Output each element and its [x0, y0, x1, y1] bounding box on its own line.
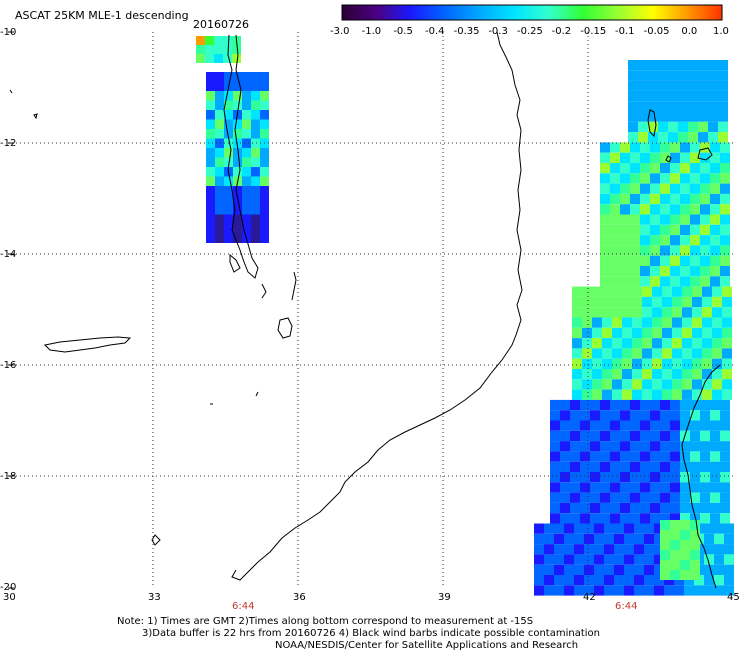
- colorbar-tick-label: -0.1: [615, 26, 635, 37]
- note-line-1: Note: 1) Times are GMT 2)Times along bot…: [117, 616, 534, 627]
- grid-lines: [8, 32, 733, 588]
- date-label: 20160726: [193, 18, 249, 31]
- colorbar-tick-label: -3.0: [330, 26, 350, 37]
- lon-label: 30: [3, 592, 16, 603]
- colorbar-tick-label: -0.25: [517, 26, 543, 37]
- lon-label: 45: [727, 592, 740, 603]
- lat-label: -20: [0, 582, 17, 593]
- colorbar-bar: [341, 4, 723, 21]
- note-line-3: NOAA/NESDIS/Center for Satellite Applica…: [275, 640, 579, 651]
- lat-label: -18: [0, 471, 17, 482]
- colorbar-tick-label: -0.35: [453, 26, 480, 37]
- lat-label: -16: [0, 360, 17, 371]
- colorbar-tick-label: -0.15: [580, 26, 607, 37]
- swath-right: [534, 60, 734, 596]
- colorbar-tick-label: 1.0: [713, 26, 729, 37]
- coastline: [9, 31, 721, 589]
- lon-label: 33: [148, 592, 161, 603]
- colorbar-tick-label: -0.2: [551, 26, 572, 37]
- colorbar-gradient: [341, 4, 723, 21]
- swath-left: [196, 36, 269, 243]
- pass-time-right: 6:44: [615, 601, 638, 612]
- lat-label: -14: [0, 249, 17, 260]
- lat-label: -10: [0, 27, 17, 38]
- pass-time-left: 6:44: [232, 601, 255, 612]
- colorbar-tick-label: -0.5: [393, 26, 413, 37]
- colorbar-tick-label: -0.3: [488, 26, 508, 37]
- chart-title: ASCAT 25KM MLE-1 descending: [15, 9, 189, 22]
- colorbar-tick-label: -0.05: [643, 26, 670, 37]
- note-line-2: 3)Data buffer is 22 hrs from 20160726 4)…: [142, 628, 600, 639]
- axis-ticks: [8, 31, 14, 589]
- lat-label: -12: [0, 138, 17, 149]
- lon-label: 36: [293, 592, 306, 603]
- lon-label: 39: [438, 592, 451, 603]
- colorbar-tick-label: -0.4: [425, 26, 445, 37]
- colorbar-tick-label: -1.0: [361, 26, 382, 37]
- colorbar-tick-label: 0.0: [681, 26, 698, 37]
- lon-label: 42: [583, 592, 596, 603]
